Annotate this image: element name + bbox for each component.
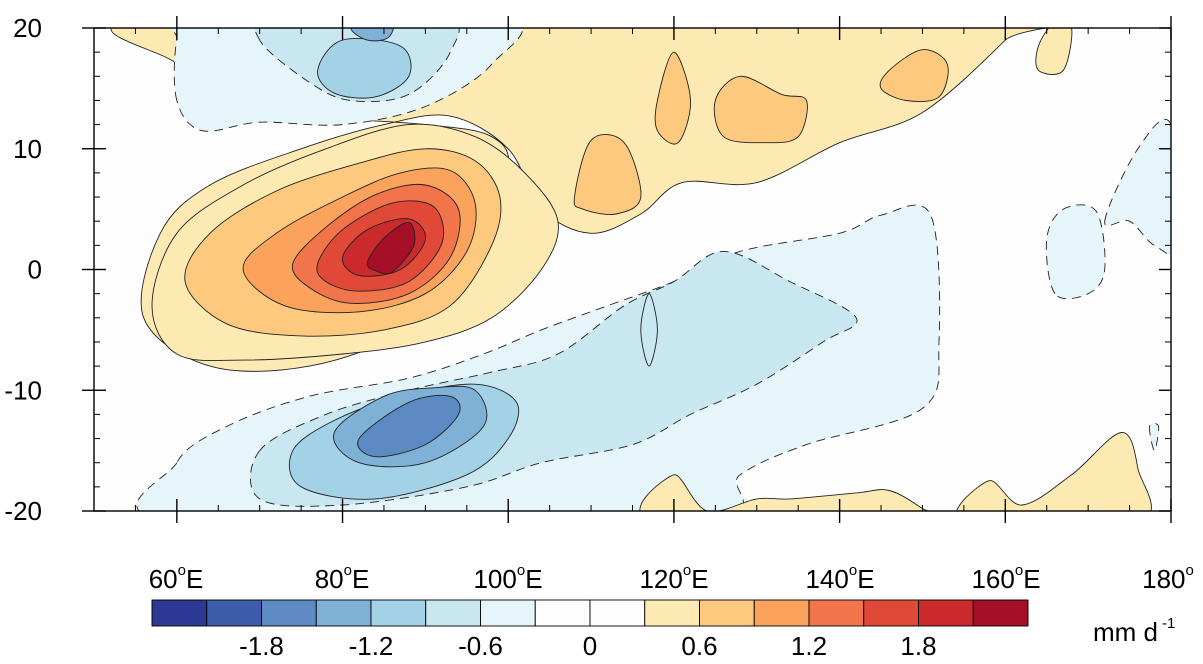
contour-neg-north-0.9 xyxy=(317,38,412,99)
x-tick-label: 60oE xyxy=(149,562,204,594)
colorbar-tick-label: 1.8 xyxy=(900,631,936,659)
colorbar-tick-label: -1.2 xyxy=(349,631,394,659)
contour-pos-south-0.3b xyxy=(956,432,1152,511)
colorbar-swatch xyxy=(644,599,700,627)
contour-neg-east-0.3c xyxy=(1148,422,1160,452)
contour-pos-north-0.6a xyxy=(573,134,642,215)
y-tick-label: 0 xyxy=(28,255,42,285)
contour-neg-south-0.6b xyxy=(640,293,658,367)
colorbar-tick-label: 0 xyxy=(583,631,597,659)
contour-neg-south-1.5 xyxy=(357,394,461,458)
x-tick-label: 120oE xyxy=(639,562,708,594)
colorbar-swatch xyxy=(753,599,810,627)
colorbar-tick-label: -1.8 xyxy=(239,631,284,659)
y-tick-label: 20 xyxy=(13,13,42,43)
colorbar-swatch xyxy=(534,599,591,627)
contour-pos-north-0.6c xyxy=(713,75,808,144)
contour-pos-north-0.6b xyxy=(654,51,691,145)
colorbar-unit: mm d -1 xyxy=(1093,615,1175,647)
colorbar-swatch xyxy=(370,599,427,627)
x-tick-label: 140oE xyxy=(805,562,874,594)
contour-pos-north-0.3e xyxy=(1035,28,1073,75)
colorbar-unit-exponent: -1 xyxy=(1162,615,1175,632)
x-tick-labels: 60oE 80oE 100oE 120oE 140oE 160oE 180o xyxy=(149,562,1194,594)
x-tick-label: 80oE xyxy=(315,562,370,594)
colorbar: -1.8 -1.2 -0.6 0 0.6 1.2 1.8 xyxy=(151,599,1029,661)
contour-fills xyxy=(110,28,1171,511)
colorbar-swatch xyxy=(206,599,262,627)
x-tick-label: 160oE xyxy=(971,562,1040,594)
colorbar-swatch xyxy=(480,599,536,627)
x-tick-label: 180o xyxy=(1142,562,1194,594)
colorbar-swatch xyxy=(261,599,317,627)
contour-pos-main-2.1 xyxy=(366,221,416,275)
x-axis xyxy=(93,16,1172,523)
contour-neg-north-1.2 xyxy=(350,28,394,42)
colorbar-unit-base: mm d xyxy=(1093,617,1158,647)
contour-pos-north-0.6d xyxy=(879,49,949,103)
colorbar-tick-label: 1.2 xyxy=(791,631,827,659)
contour-neg-east-0.3b xyxy=(1104,118,1171,256)
contour-pos-south-0.3a xyxy=(639,474,930,511)
colorbar-swatch xyxy=(315,599,372,627)
colorbar-swatch xyxy=(918,599,974,627)
y-axis: 20 10 0 -10 -20 xyxy=(4,13,1171,526)
y-tick-label: -10 xyxy=(4,375,42,405)
colorbar-swatch xyxy=(151,599,208,627)
contour-neg-east-0.3a xyxy=(1045,204,1106,300)
y-tick-label: 10 xyxy=(13,134,42,164)
y-tick-label: -20 xyxy=(4,496,42,526)
x-tick-label: 100oE xyxy=(473,562,542,594)
colorbar-swatch xyxy=(808,599,865,627)
colorbar-tick-label: 0.6 xyxy=(681,631,717,659)
colorbar-swatch xyxy=(425,599,481,627)
colorbar-swatch xyxy=(589,599,646,627)
contour-plot-area: 20 10 0 -10 -20 xyxy=(4,13,1172,526)
colorbar-swatch xyxy=(972,599,1029,627)
colorbar-tick-label: -0.6 xyxy=(458,631,503,659)
colorbar-swatch xyxy=(863,599,919,627)
colorbar-swatch xyxy=(699,599,755,627)
